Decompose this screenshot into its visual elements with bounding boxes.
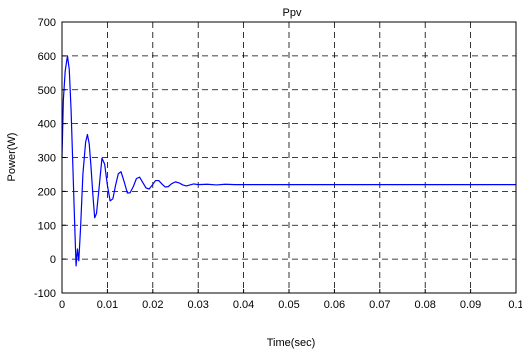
x-tick-label: 0.07 <box>369 299 390 311</box>
plot-area <box>61 55 516 267</box>
y-tick-label: 200 <box>38 186 56 198</box>
x-tick-label: 0.01 <box>97 299 118 311</box>
y-tick-label: 0 <box>50 254 56 266</box>
y-tick-label: 600 <box>38 51 56 63</box>
x-tick-label: 0.05 <box>278 299 299 311</box>
y-tick-label: 700 <box>38 17 56 29</box>
x-axis-label: Time(sec) <box>267 337 315 349</box>
y-tick-label: 500 <box>38 85 56 97</box>
y-tick-label: -100 <box>34 288 56 300</box>
x-tick-label: 0.03 <box>187 299 208 311</box>
x-tick-label: 0.04 <box>233 299 254 311</box>
y-tick-label: 100 <box>38 220 56 232</box>
x-tick-label: 0.06 <box>324 299 345 311</box>
x-tick-label: 0.09 <box>460 299 481 311</box>
x-tick-label: 0.1 <box>508 299 522 311</box>
grid-lines <box>62 22 516 293</box>
y-axis-label: Power(W) <box>6 133 18 182</box>
y-tick-label: 300 <box>38 153 56 165</box>
x-tick-label: 0.02 <box>142 299 163 311</box>
x-tick-label: 0.08 <box>414 299 435 311</box>
series-line-0 <box>61 55 516 267</box>
x-tick-label: 0 <box>59 299 65 311</box>
axis-ticks: 0 0.01 0.02 0.03 0.04 0.05 0.06 0.07 0.08 0.09 0.1… <box>34 17 522 311</box>
chart-title: Ppv <box>283 7 302 19</box>
y-tick-label: 400 <box>38 119 56 131</box>
